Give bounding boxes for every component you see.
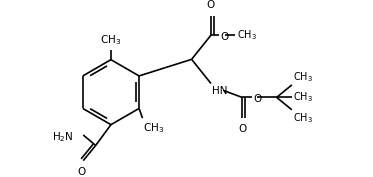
Text: CH$_3$: CH$_3$ <box>293 90 313 104</box>
Text: O: O <box>238 124 246 134</box>
Text: HN: HN <box>212 86 228 96</box>
Text: H$_2$N: H$_2$N <box>52 130 73 144</box>
Text: CH$_3$: CH$_3$ <box>237 28 257 42</box>
Text: O: O <box>78 167 86 177</box>
Text: CH$_3$: CH$_3$ <box>100 33 122 47</box>
Text: O: O <box>207 0 215 10</box>
Text: O: O <box>253 94 261 104</box>
Text: CH$_3$: CH$_3$ <box>142 121 164 135</box>
Text: CH$_3$: CH$_3$ <box>293 70 313 84</box>
Text: CH$_3$: CH$_3$ <box>293 111 313 125</box>
Text: O: O <box>221 32 229 42</box>
